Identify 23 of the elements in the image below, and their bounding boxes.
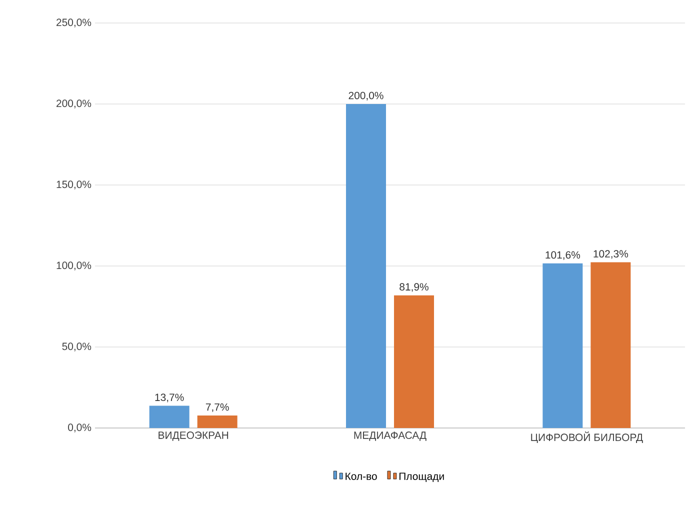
bar (346, 104, 386, 428)
data-label: 13,7% (155, 394, 184, 402)
bar (542, 263, 583, 428)
y-tick-label: 250,0% (56, 18, 92, 28)
data-label: 102,3% (594, 250, 628, 259)
legend-label: Площади (399, 472, 444, 482)
bar (197, 416, 238, 428)
bar (590, 262, 631, 428)
x-tick-label: ЦИФРОВОЙ БИЛБОРД (531, 432, 643, 444)
x-tick-label: МЕДИАФАСАД (354, 432, 426, 441)
y-tick-label: 0,0% (68, 424, 92, 432)
data-label: 7,7% (206, 403, 229, 412)
y-tick-label: 100,0% (56, 262, 92, 270)
y-tick-label: 200,0% (56, 100, 92, 108)
data-label: 200,0% (348, 92, 384, 100)
legend-label: Кол-во (346, 472, 377, 480)
y-tick-label: 50,0% (62, 342, 92, 352)
bar (394, 295, 434, 428)
bar (149, 406, 190, 428)
data-label: 81,9% (400, 283, 428, 292)
data-label: 101,6% (546, 251, 580, 260)
x-tick-label: ВИДЕОЭКРАН (158, 432, 228, 441)
y-tick-label: 150,0% (56, 180, 92, 190)
